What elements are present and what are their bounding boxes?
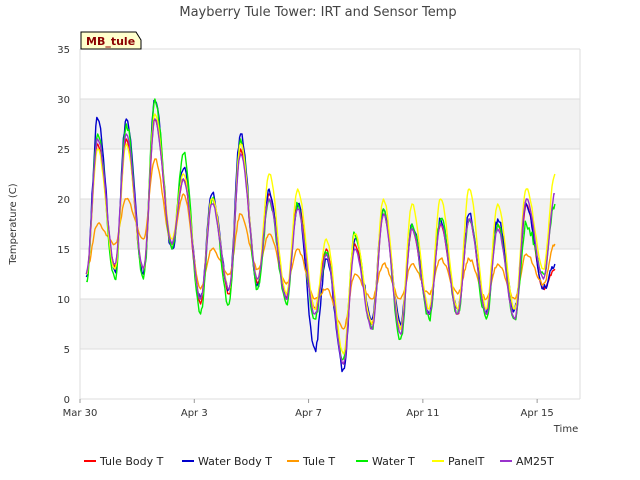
series-line-am25t (85, 118, 556, 365)
x-tick-label: Apr 11 (406, 408, 439, 419)
legend-label: AM25T (516, 455, 554, 468)
y-axis-title: Temperature (C) (8, 183, 19, 265)
x-tick-label: Mar 30 (63, 408, 98, 419)
legend-item-am25t: AM25T (500, 455, 554, 468)
legend-item-tule-t: Tule T (287, 455, 335, 468)
legend-label: Water T (372, 455, 415, 468)
x-tick-label: Apr 3 (181, 408, 208, 419)
site-label: MB_tule (86, 35, 135, 48)
legend-item-panelt: PanelT (432, 455, 485, 468)
x-tick-label: Apr 7 (295, 408, 322, 419)
y-tick-label: 10 (57, 295, 70, 306)
site-label-box: MB_tule (80, 31, 142, 50)
series-line-tule-t (86, 158, 556, 330)
y-axis-ticks: 0 5 10 15 20 25 30 35 (57, 45, 70, 406)
y-tick-label: 25 (57, 145, 70, 156)
x-tick-label: Apr 15 (521, 408, 554, 419)
legend-item-tule-body-t: Tule Body T (84, 455, 164, 468)
legend-label: Water Body T (198, 455, 272, 468)
y-tick-label: 15 (57, 245, 70, 256)
x-axis-ticks: Mar 30 Apr 3 Apr 7 Apr 11 Apr 15 (63, 399, 554, 419)
legend-label: PanelT (448, 455, 485, 468)
site-label-shape (80, 31, 142, 50)
series-lines (85, 98, 556, 373)
y-tick-label: 0 (64, 395, 70, 406)
chart-title: Mayberry Tule Tower: IRT and Sensor Temp (179, 5, 456, 20)
legend-label: Tule T (302, 455, 335, 468)
plot-band (80, 299, 580, 349)
y-tick-label: 30 (57, 95, 70, 106)
plot-band (80, 99, 580, 149)
legend-item-water-body-t: Water Body T (182, 455, 272, 468)
legend-label: Tule Body T (99, 455, 164, 468)
gridlines (79, 48, 581, 400)
y-tick-label: 5 (64, 345, 70, 356)
x-axis-title: Time (553, 424, 578, 435)
y-tick-label: 35 (57, 45, 70, 56)
legend: Tule Body T Water Body T Tule T Water T Pane… (84, 455, 554, 468)
legend-item-water-t: Water T (356, 455, 415, 468)
y-tick-label: 20 (57, 195, 70, 206)
